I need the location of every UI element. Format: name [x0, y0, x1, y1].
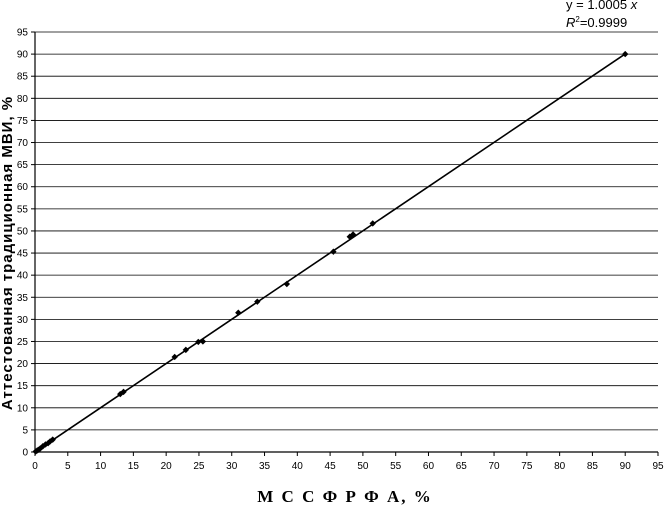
- y-tick-label: 75: [17, 116, 29, 127]
- x-axis-label: М С С Ф Р Ф А, %: [257, 487, 432, 506]
- trendline-equation: y = 1.0005 x: [566, 0, 638, 12]
- trendline-r2: R2=0.9999: [566, 15, 627, 30]
- y-tick-label: 85: [17, 72, 29, 83]
- x-tick-label: 65: [456, 461, 468, 472]
- trendline: [35, 53, 626, 453]
- x-tick-label: 25: [193, 461, 205, 472]
- x-tick-label: 70: [488, 461, 500, 472]
- x-tick-label: 90: [620, 461, 632, 472]
- data-point: [199, 338, 207, 345]
- y-tick-label: 35: [17, 293, 29, 304]
- data-point: [235, 309, 242, 316]
- x-tick-label: 95: [652, 461, 664, 472]
- y-tick-label: 90: [17, 50, 29, 61]
- y-tick-label: 50: [17, 226, 29, 237]
- y-axis-label: Аттестованная традиционная МВИ, %: [0, 96, 16, 410]
- x-tick-label: 60: [423, 461, 435, 472]
- x-tick-labels: 0 5 10 15 20 25 30 35 40 45 50 55 60 65 70 75 80 85 90 95: [32, 461, 664, 472]
- y-tick-label: 65: [17, 160, 29, 171]
- trendline-annotation: y = 1.0005 x R2=0.9999: [566, 0, 638, 30]
- y-tick-label: 30: [17, 315, 29, 326]
- y-tick-label: 5: [22, 425, 28, 436]
- y-tick-label: 15: [17, 381, 29, 392]
- data-point: [369, 220, 376, 227]
- data-point: [182, 346, 190, 354]
- y-tick-label: 80: [17, 94, 29, 105]
- y-tick-label: 60: [17, 182, 29, 193]
- x-tick-label: 15: [128, 461, 140, 472]
- y-tick-label: 55: [17, 204, 29, 215]
- x-tick-label: 0: [32, 461, 38, 472]
- y-tick-label: 45: [17, 249, 29, 260]
- x-tick-label: 35: [259, 461, 271, 472]
- y-tick-label: 25: [17, 337, 29, 348]
- data-point: [195, 338, 202, 346]
- data-point: [49, 436, 56, 443]
- data-point: [171, 353, 178, 361]
- x-tick-label: 75: [521, 461, 533, 472]
- y-tick-label: 20: [17, 359, 29, 370]
- data-point: [254, 298, 261, 305]
- x-tick-label: 50: [357, 461, 369, 472]
- x-tick-label: 10: [95, 461, 107, 472]
- y-tick-label: 70: [17, 138, 29, 149]
- x-tick-label: 85: [587, 461, 599, 472]
- x-tick-label: 45: [325, 461, 337, 472]
- trendline-line: [35, 53, 626, 453]
- data-point: [283, 280, 291, 288]
- y-tick-label: 0: [22, 448, 28, 459]
- gridlines: [35, 31, 658, 431]
- axes: [31, 31, 659, 456]
- y-tick-label: 40: [17, 271, 29, 282]
- data-point: [120, 388, 127, 396]
- data-point: [42, 441, 49, 448]
- data-points: [32, 50, 629, 455]
- x-tick-label: 40: [292, 461, 304, 472]
- y-tick-label: 10: [17, 403, 29, 414]
- x-tick-label: 20: [161, 461, 173, 472]
- x-tick-label: 30: [226, 461, 238, 472]
- y-tick-labels: 0 5 10 15 20 25 30 35 40 45 50 55 60 65 70 75 80 85 90 95: [17, 28, 29, 459]
- data-point: [349, 231, 357, 238]
- x-tick-label: 80: [554, 461, 566, 472]
- data-point: [330, 248, 337, 255]
- x-tick-label: 55: [390, 461, 402, 472]
- data-point: [622, 50, 629, 58]
- x-tick-label: 5: [65, 461, 71, 472]
- y-tick-label: 95: [17, 28, 29, 39]
